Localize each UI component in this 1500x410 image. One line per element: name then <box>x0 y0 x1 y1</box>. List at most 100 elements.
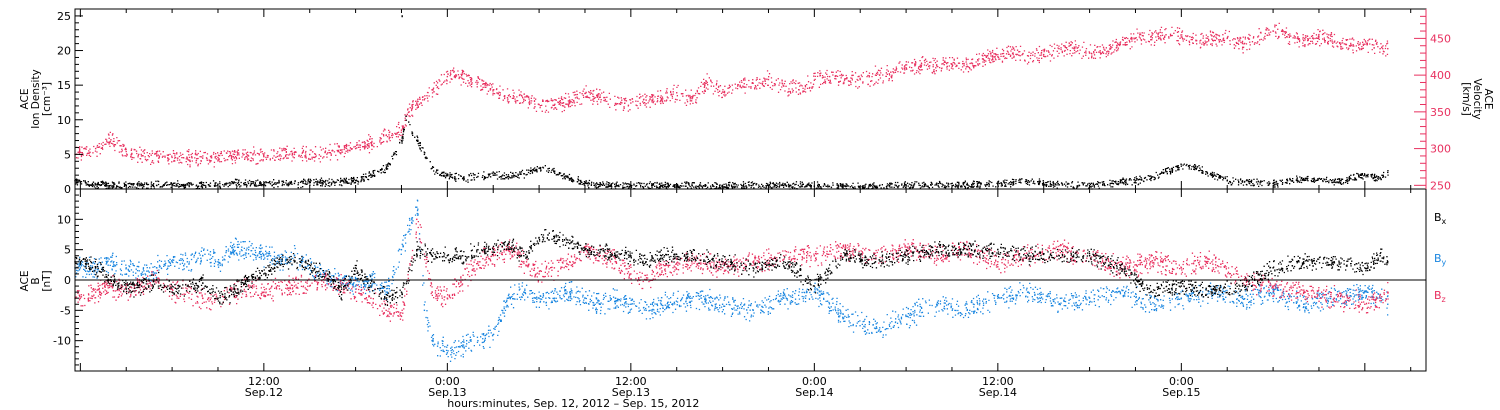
x-tick-label-date: Sep.12 <box>245 386 283 399</box>
ion-density-point <box>461 177 464 180</box>
ion-density-point <box>507 175 510 178</box>
bz-point <box>1150 261 1152 263</box>
bx-point <box>416 248 418 251</box>
bx-point <box>935 248 938 251</box>
ion-density-point <box>1272 182 1274 185</box>
ion-density-point <box>278 182 280 184</box>
ion-density-point <box>293 182 296 185</box>
ion-density-point <box>599 184 601 186</box>
by-point <box>461 346 464 348</box>
velocity-point <box>171 156 173 159</box>
x-tick-label-time: 12:00 <box>248 375 280 388</box>
ion-density-point <box>423 153 426 156</box>
ion-density-point <box>752 184 754 186</box>
bz-point <box>1272 285 1274 287</box>
bx-point <box>507 242 510 245</box>
bx-point <box>171 291 173 293</box>
by-point <box>813 291 816 293</box>
by-point <box>752 309 754 312</box>
velocity-point <box>859 78 861 81</box>
by-point <box>553 297 556 299</box>
bx-point <box>1027 255 1030 257</box>
by-point <box>1088 297 1091 299</box>
density-tick-label: 25 <box>57 10 71 23</box>
ion-density-point <box>660 184 663 187</box>
by-point <box>232 248 234 251</box>
by-point <box>507 297 510 299</box>
velocity-point <box>408 111 410 113</box>
by-point <box>1364 291 1366 293</box>
b-tick-label: 10 <box>57 213 71 226</box>
bz-point <box>247 285 250 287</box>
by-point <box>156 267 158 269</box>
ion-density-point <box>1012 181 1014 183</box>
velocity-point <box>339 149 342 151</box>
bx-points <box>75 228 1389 306</box>
ion-density-point <box>844 185 846 187</box>
bx-point <box>125 288 127 290</box>
by-points <box>75 199 1389 362</box>
bz-point <box>125 291 127 293</box>
bx-point <box>523 255 525 257</box>
bx-point <box>538 236 540 239</box>
bx-point <box>1211 291 1213 293</box>
ion-density-point <box>156 184 158 187</box>
velocity-tick-label: 350 <box>1430 106 1451 119</box>
bz-points <box>75 220 1389 322</box>
bz-point <box>1180 267 1183 269</box>
x-axis-label: hours:minutes, Sep. 12, 2012 – Sep. 15, … <box>447 397 699 410</box>
velocity-point <box>1027 55 1030 57</box>
by-point <box>721 303 724 305</box>
by-point <box>1150 303 1152 305</box>
ion-density-point <box>110 184 112 187</box>
by-point <box>492 333 494 336</box>
ion-density-point <box>171 184 173 186</box>
bz-point <box>1333 297 1335 299</box>
bx-point <box>201 282 204 284</box>
bz-point <box>79 297 82 299</box>
velocity-point <box>1364 43 1366 45</box>
ion-density-point <box>370 174 372 176</box>
by-point <box>247 248 250 251</box>
velocity-point <box>370 142 372 144</box>
velocity-point <box>385 134 387 137</box>
bz-point <box>813 255 816 257</box>
velocity-point <box>645 99 647 101</box>
density-tick-label: 15 <box>57 79 71 92</box>
bz-point <box>94 291 97 293</box>
velocity-point <box>1043 53 1045 56</box>
ion-density-point <box>1379 177 1381 180</box>
velocity-point <box>416 102 418 104</box>
ion-density-point <box>217 183 219 185</box>
velocity-point <box>584 92 586 95</box>
by-point <box>1180 297 1183 299</box>
density-ylabel: ACE Ion Density [cm⁻³] <box>19 69 53 128</box>
by-point <box>140 273 143 275</box>
by-point <box>660 303 663 305</box>
velocity-point <box>1287 34 1290 36</box>
by-point <box>110 261 112 263</box>
ion-density-point <box>966 184 968 186</box>
by-point <box>400 248 403 251</box>
bz-point <box>691 261 693 263</box>
x-tick-label-time: 0:00 <box>435 375 460 388</box>
velocity-point <box>997 56 999 58</box>
bx-point <box>278 261 280 263</box>
ion-density-point <box>1027 179 1030 182</box>
density-tick-label: 20 <box>57 45 71 58</box>
x-tick-label-time: 0:00 <box>802 375 827 388</box>
bz-point <box>385 309 387 312</box>
bz-point <box>1387 291 1389 293</box>
by-point <box>477 339 479 342</box>
bx-point <box>385 297 387 299</box>
velocity-point <box>691 97 693 100</box>
by-point <box>201 255 204 257</box>
velocity-point <box>966 65 968 68</box>
by-point <box>783 297 785 299</box>
bx-point <box>186 285 189 287</box>
ion-density-point <box>1302 177 1305 180</box>
bx-point <box>309 267 311 269</box>
bz-point <box>568 261 571 263</box>
